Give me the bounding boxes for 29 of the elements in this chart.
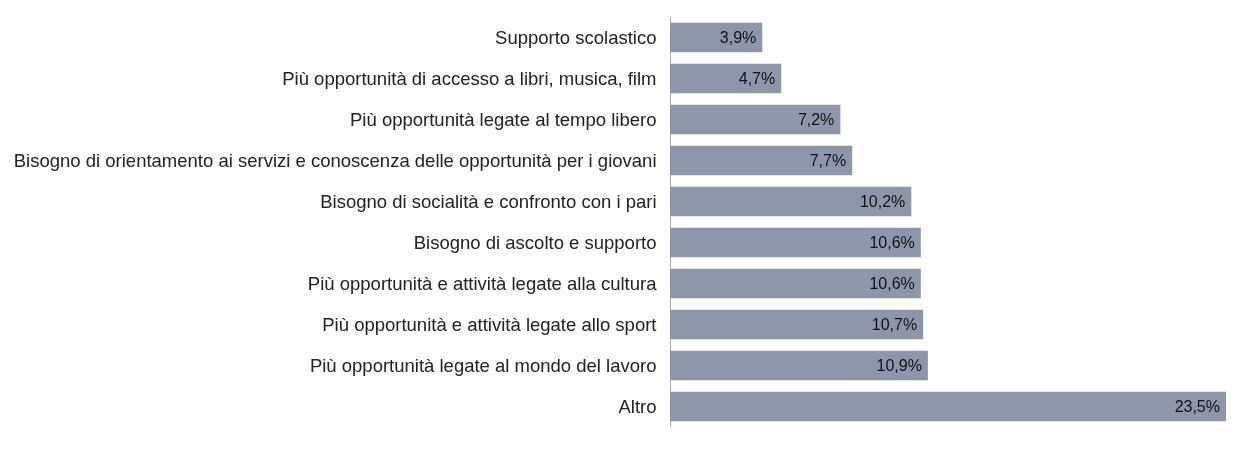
- bar: [670, 391, 1226, 422]
- bar: [670, 350, 928, 381]
- data-label: 10,6%: [869, 274, 915, 292]
- bar: [670, 309, 924, 340]
- y-tick-label: Più opportunità legate al tempo libero: [350, 108, 657, 130]
- y-tick-label: Più opportunità di accesso a libri, musica, film: [282, 67, 657, 89]
- y-tick-label: Più opportunità e attività legate alla cultura: [307, 272, 658, 294]
- bar: [670, 145, 853, 176]
- bar: [670, 268, 921, 299]
- data-label: 4,7%: [738, 69, 776, 87]
- y-tick-label: Bisogno di ascolto e supporto: [413, 231, 657, 253]
- data-label: 10,7%: [871, 315, 918, 333]
- data-label: 10,6%: [869, 233, 915, 251]
- y-tick-label: Altro: [618, 395, 657, 417]
- data-label: 23,5%: [1174, 397, 1220, 415]
- data-label: 3,9%: [719, 28, 757, 46]
- y-tick-label: Più opportunità legate al mondo del lavoro: [309, 354, 657, 376]
- data-label: 7,2%: [797, 110, 835, 128]
- y-tick-label: Bisogno di orientamento ai servizi e conoscenza delle opportunità per i giovani: [13, 149, 657, 171]
- bar: [670, 104, 841, 135]
- data-label: 10,9%: [876, 356, 922, 374]
- bar: [670, 63, 782, 94]
- y-tick-label: Supporto scolastico: [495, 26, 657, 48]
- data-label: 7,7%: [809, 151, 847, 169]
- bar: [670, 227, 921, 258]
- y-tick-label: Più opportunità e attività legate allo sport: [322, 313, 657, 335]
- y-tick-label: Bisogno di socialità e confronto con i pari: [320, 190, 657, 212]
- data-label: 10,2%: [859, 192, 906, 210]
- bar: [670, 186, 912, 217]
